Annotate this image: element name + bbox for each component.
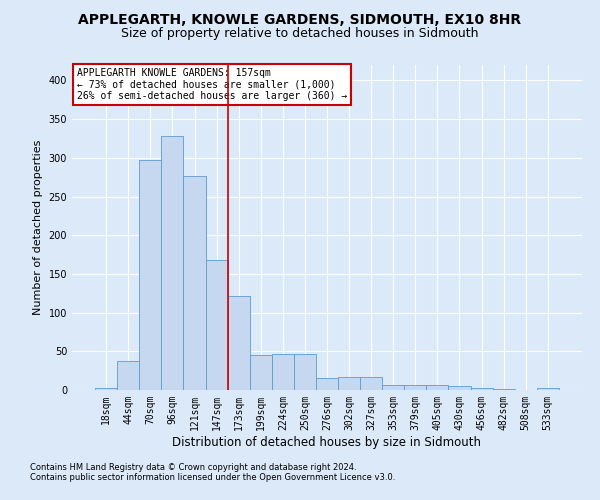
Bar xyxy=(206,260,227,390)
Bar xyxy=(537,388,559,390)
Bar xyxy=(294,354,316,390)
Text: Contains public sector information licensed under the Open Government Licence v3: Contains public sector information licen… xyxy=(30,474,395,482)
Bar xyxy=(382,386,404,390)
Bar xyxy=(117,362,139,390)
Bar xyxy=(493,389,515,390)
Bar xyxy=(316,378,338,390)
Bar xyxy=(427,384,448,390)
Y-axis label: Number of detached properties: Number of detached properties xyxy=(33,140,43,315)
Bar xyxy=(184,176,206,390)
Bar xyxy=(448,386,470,390)
Text: APPLEGARTH, KNOWLE GARDENS, SIDMOUTH, EX10 8HR: APPLEGARTH, KNOWLE GARDENS, SIDMOUTH, EX… xyxy=(79,12,521,26)
Bar xyxy=(272,354,294,390)
X-axis label: Distribution of detached houses by size in Sidmouth: Distribution of detached houses by size … xyxy=(173,436,482,448)
Bar xyxy=(95,388,117,390)
Bar xyxy=(470,388,493,390)
Bar xyxy=(161,136,184,390)
Text: Contains HM Land Registry data © Crown copyright and database right 2024.: Contains HM Land Registry data © Crown c… xyxy=(30,464,356,472)
Bar xyxy=(139,160,161,390)
Bar xyxy=(338,377,360,390)
Bar xyxy=(250,355,272,390)
Text: Size of property relative to detached houses in Sidmouth: Size of property relative to detached ho… xyxy=(121,28,479,40)
Bar xyxy=(404,386,427,390)
Bar xyxy=(360,377,382,390)
Bar xyxy=(227,296,250,390)
Text: APPLEGARTH KNOWLE GARDENS: 157sqm
← 73% of detached houses are smaller (1,000)
2: APPLEGARTH KNOWLE GARDENS: 157sqm ← 73% … xyxy=(77,68,347,102)
